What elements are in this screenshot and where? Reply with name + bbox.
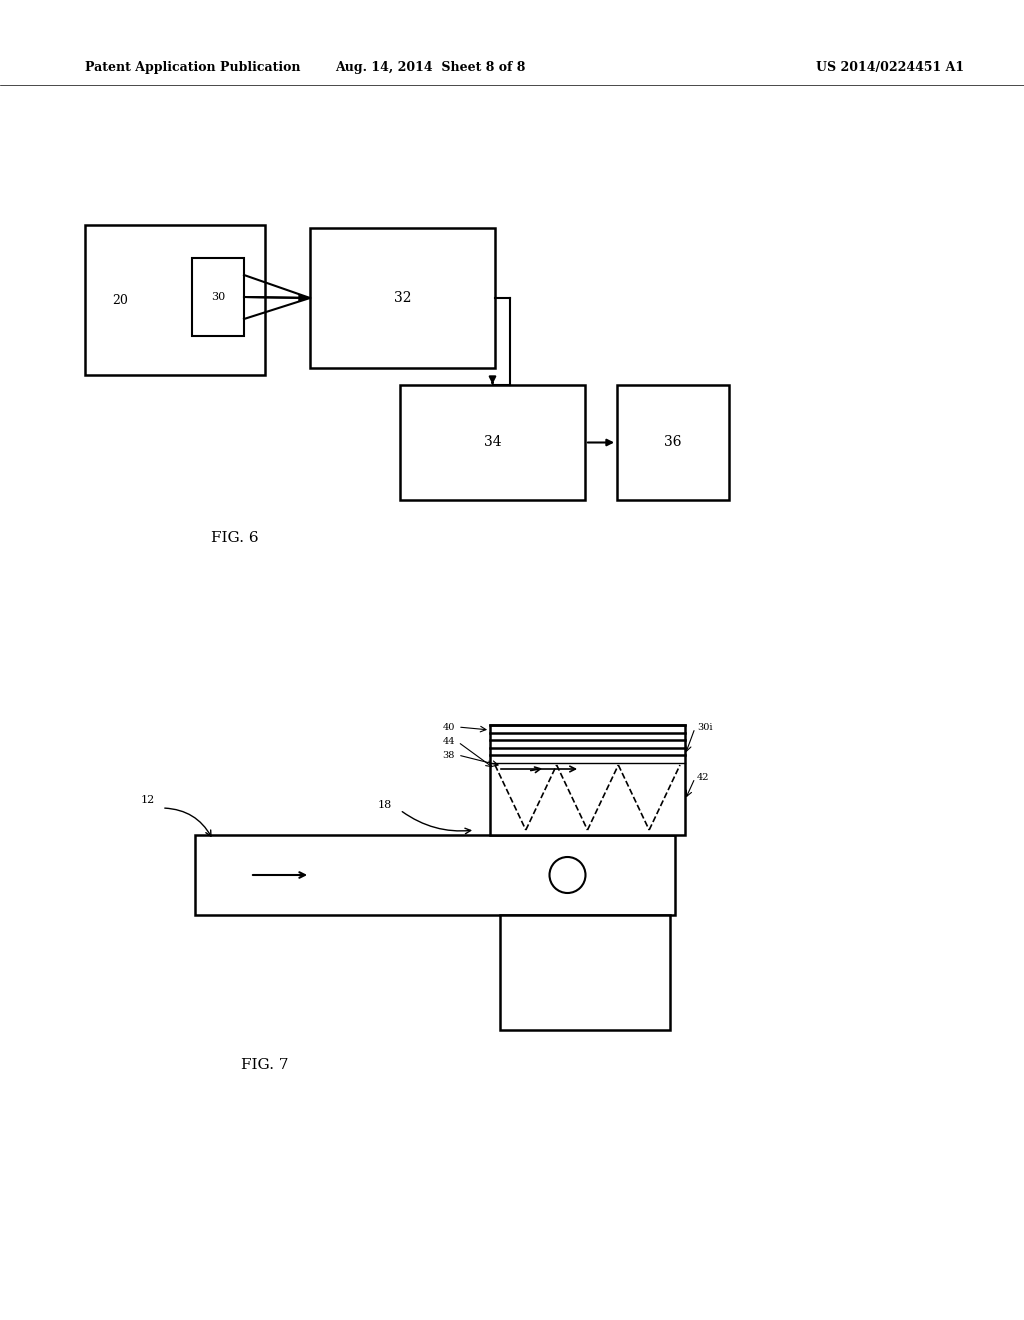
Text: 40: 40 <box>442 722 455 731</box>
Text: 44: 44 <box>442 738 455 747</box>
Bar <box>310 228 495 368</box>
Bar <box>400 385 585 500</box>
Text: Patent Application Publication: Patent Application Publication <box>85 62 300 74</box>
Bar <box>617 385 729 500</box>
Bar <box>490 725 685 836</box>
Bar <box>193 257 244 337</box>
Text: 20: 20 <box>112 293 128 306</box>
Text: 36: 36 <box>665 436 682 450</box>
Bar <box>195 836 675 915</box>
Text: 18: 18 <box>378 800 392 810</box>
Text: FIG. 7: FIG. 7 <box>242 1059 289 1072</box>
Text: 12: 12 <box>141 795 155 805</box>
Text: 30: 30 <box>211 292 225 302</box>
Text: FIG. 6: FIG. 6 <box>211 531 259 545</box>
Bar <box>85 224 265 375</box>
Text: US 2014/0224451 A1: US 2014/0224451 A1 <box>816 62 964 74</box>
Text: 42: 42 <box>697 774 710 783</box>
Text: 34: 34 <box>483 436 502 450</box>
Text: 30i: 30i <box>697 723 713 733</box>
Bar <box>500 915 670 1030</box>
Text: 32: 32 <box>394 290 412 305</box>
Text: Aug. 14, 2014  Sheet 8 of 8: Aug. 14, 2014 Sheet 8 of 8 <box>335 62 525 74</box>
Text: 38: 38 <box>442 751 455 759</box>
